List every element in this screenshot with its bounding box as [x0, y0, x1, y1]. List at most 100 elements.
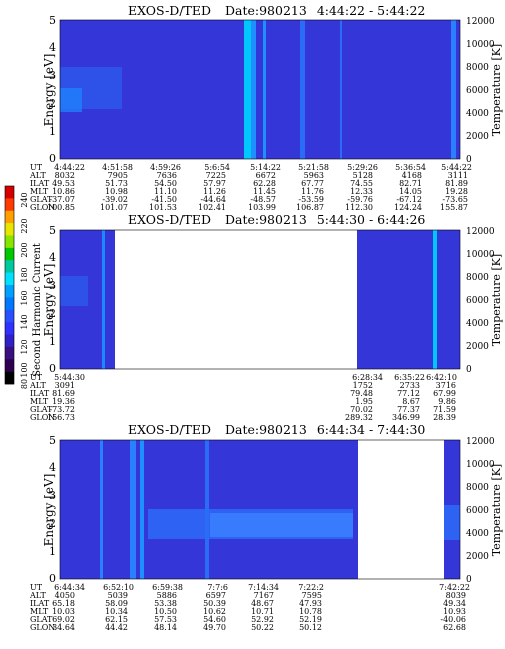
y-tick-label: 1: [49, 335, 56, 348]
ilat-value: 47.93: [299, 599, 322, 608]
y-tick-label: 4: [49, 251, 56, 264]
temp-tick-label: 0: [466, 575, 472, 585]
vertical-stripe: [130, 440, 136, 579]
ephemeris-column: 5:29:26 5128 74.55 12.33 -59.76 112.30: [345, 163, 378, 212]
spectrogram-plot: [59, 229, 461, 370]
mlt-value: 11.45: [253, 187, 276, 196]
colorbar-tick: 240: [20, 192, 29, 207]
ephemeris-table: UT ALT ILAT MLT GLAT GLON 5:44:30 3091 8…: [29, 373, 457, 422]
panel-title: EXOS-D/TED Date:980213 5:44:30 - 6:44:26: [128, 212, 425, 227]
mlt-value: 11.76: [301, 187, 324, 196]
energy-band-core: [210, 513, 353, 537]
y-tick-label: 3: [49, 69, 56, 82]
colorbar-cell: [5, 309, 14, 323]
ephemeris-column: 7:22:2 7595 47.93 10.78 52.19 50.12: [298, 583, 324, 632]
spectrogram-frame: [59, 439, 461, 580]
ephemeris-row-labels: UT ALT ILAT MLT GLAT GLON: [29, 163, 55, 212]
ut-value: 5:36:54: [395, 163, 426, 172]
mlt-value: 8.67: [402, 397, 420, 406]
ut-value: 6:44:34: [54, 583, 85, 592]
mlt-value: 10.62: [203, 607, 226, 616]
glon-value: 49.70: [203, 623, 226, 632]
colorbar-cell: [5, 371, 14, 385]
glon-value: 155.87: [440, 203, 468, 212]
alt-value: 5039: [108, 591, 128, 600]
y-tick-label: 2: [49, 307, 56, 320]
glat-value: 52.92: [251, 615, 274, 624]
alt-value: 4050: [55, 591, 75, 600]
temp-tick-label: 12000: [466, 17, 495, 27]
mlt-value: 10.86: [52, 187, 75, 196]
vertical-stripe: [205, 440, 209, 579]
temp-tick-label: 0: [466, 155, 472, 165]
vertical-stripe: [263, 20, 266, 159]
ut-value: 6:52:10: [103, 583, 134, 592]
ilat-value: 67.77: [301, 179, 324, 188]
row-label: UT: [30, 373, 43, 382]
colorbar-tick: 220: [20, 218, 29, 233]
y-axis-label: Energy [eV]: [42, 474, 56, 547]
ut-value: 5:44:22: [441, 163, 472, 172]
ephemeris-column: 4:44:22 8032 49.53 10.86 -37.07 100.85: [47, 163, 85, 212]
glat-value: -39.02: [102, 195, 128, 204]
ephemeris-column: 5:6:54 7225 57.97 11.26 -44.64 102.41: [198, 163, 230, 212]
panel-title-name: EXOS-D/TED: [128, 422, 211, 437]
mlt-value: 10.93: [443, 607, 466, 616]
ilat-value: 53.38: [154, 599, 177, 608]
right-axis-label: Temperature [K]: [490, 254, 503, 346]
row-label: GLON: [30, 203, 55, 212]
temp-tick-label: 12000: [466, 437, 495, 447]
colorbar-tick: 180: [20, 267, 29, 282]
vertical-stripe: [100, 440, 103, 579]
ut-value: 5:14:22: [250, 163, 281, 172]
ut-value: 7:7:6: [207, 583, 228, 592]
y-tick-label: 1: [49, 125, 56, 138]
colorbar-scale: [5, 186, 14, 385]
row-label: GLAT: [30, 615, 53, 624]
row-label: ILAT: [30, 389, 50, 398]
glon-value: 346.99: [392, 413, 420, 422]
panel-title: EXOS-D/TED Date:980213 6:44:34 - 7:44:30: [128, 422, 425, 437]
panel-title-date: Date:980213: [225, 422, 307, 437]
y-tick-label: 5: [49, 14, 56, 27]
glat-value: -73.65: [442, 195, 468, 204]
temp-tick-label: 0: [466, 365, 472, 375]
y-tick-label: 4: [49, 41, 56, 54]
ephemeris-row-labels: UT ALT ILAT MLT GLAT GLON: [29, 373, 55, 422]
energy-band: [444, 505, 460, 540]
ilat-value: 79.48: [350, 389, 373, 398]
ut-value: 6:28:34: [352, 373, 383, 382]
ut-value: 5:21:58: [298, 163, 329, 172]
colorbar-cell: [5, 346, 14, 360]
y-tick-label: 5: [49, 224, 56, 237]
glat-value: -37.07: [49, 195, 75, 204]
glon-value: 106.87: [296, 203, 324, 212]
glon-value: 50.22: [251, 623, 274, 632]
row-label: GLON: [30, 413, 55, 422]
alt-value: 7636: [157, 171, 177, 180]
alt-value: 5886: [157, 591, 177, 600]
ilat-value: 57.97: [203, 179, 226, 188]
ilat-value: 67.99: [433, 389, 456, 398]
colorbar-tick: 140: [20, 314, 29, 329]
row-label: UT: [30, 583, 43, 592]
mlt-value: 19.36: [52, 397, 75, 406]
colorbar-label: Second Harmonic Current: [32, 243, 43, 377]
alt-value: 3111: [448, 171, 468, 180]
right-axis: 0 2000 4000 6000 8000 10000 12000: [466, 17, 495, 165]
ephemeris-column: 6:59:38 5886 53.38 10.50 57.53 48.14: [152, 583, 183, 632]
spectrogram-frame: [59, 19, 461, 160]
ilat-value: 77.12: [397, 389, 420, 398]
temp-tick-label: 4000: [466, 319, 489, 329]
colorbar: 240 220 200 180 160 140 120 100 80 Secon…: [4, 185, 43, 389]
ephemeris-column: 4:51:58 7905 51.73 10.98 -39.02 101.07: [100, 163, 133, 212]
ilat-value: 50.39: [203, 599, 226, 608]
ephemeris-column: 5:21:58 5963 67.77 11.76 -53.59 106.87: [296, 163, 329, 212]
ephemeris-column: 6:44:34 4050 65.18 10.03 69.02 34.64: [52, 583, 85, 632]
y-tick-label: 2: [49, 517, 56, 530]
glon-value: 44.42: [105, 623, 128, 632]
mlt-value: 12.33: [350, 187, 373, 196]
ut-value: 5:44:30: [54, 373, 85, 382]
spectrogram-plot: [59, 439, 461, 580]
ilat-value: 81.89: [445, 179, 468, 188]
